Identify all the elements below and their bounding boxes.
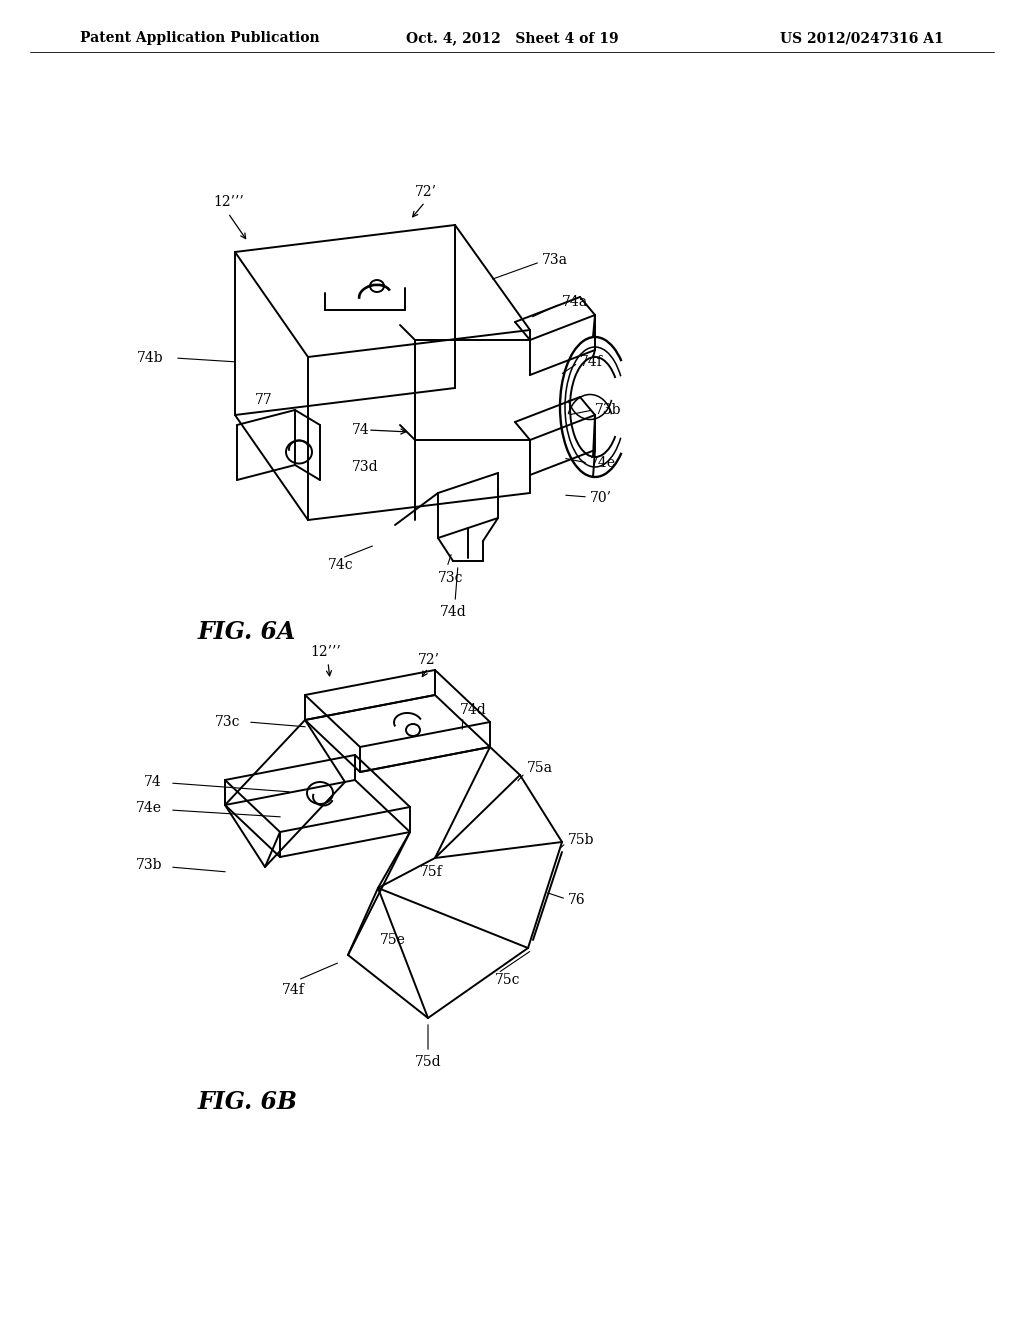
Text: 12’’’: 12’’’ [310, 645, 341, 659]
Text: FIG. 6B: FIG. 6B [198, 1090, 298, 1114]
Text: 73b: 73b [595, 403, 622, 417]
Text: US 2012/0247316 A1: US 2012/0247316 A1 [780, 30, 944, 45]
Text: 74d: 74d [440, 605, 467, 619]
Text: 74a: 74a [562, 294, 588, 309]
Text: 76: 76 [568, 894, 586, 907]
Text: Oct. 4, 2012   Sheet 4 of 19: Oct. 4, 2012 Sheet 4 of 19 [406, 30, 618, 45]
Text: 75d: 75d [415, 1055, 441, 1069]
Text: FIG. 6A: FIG. 6A [198, 620, 296, 644]
Text: 73a: 73a [542, 253, 568, 267]
Text: 12’’’: 12’’’ [213, 195, 244, 209]
Text: 74f: 74f [282, 983, 305, 997]
Text: 77: 77 [255, 393, 272, 407]
Text: Patent Application Publication: Patent Application Publication [80, 30, 319, 45]
Text: 73c: 73c [214, 715, 240, 729]
Text: 74c: 74c [328, 558, 353, 572]
Text: 74b: 74b [136, 351, 163, 366]
Text: 72’: 72’ [415, 185, 437, 199]
Text: 74d: 74d [460, 704, 486, 717]
Text: 74: 74 [352, 422, 370, 437]
Text: 75b: 75b [568, 833, 595, 847]
Text: 72’: 72’ [418, 653, 440, 667]
Text: 75f: 75f [420, 865, 442, 879]
Text: 75a: 75a [527, 762, 553, 775]
Text: 75e: 75e [380, 933, 406, 946]
Text: 74: 74 [144, 775, 162, 789]
Text: 74f: 74f [580, 355, 603, 370]
Text: 74e: 74e [590, 455, 616, 470]
Text: 74e: 74e [136, 801, 162, 814]
Text: 73b: 73b [135, 858, 162, 873]
Text: 70’: 70’ [590, 491, 612, 506]
Text: 73d: 73d [352, 459, 379, 474]
Text: 75c: 75c [495, 973, 520, 987]
Text: 73c: 73c [438, 572, 464, 585]
